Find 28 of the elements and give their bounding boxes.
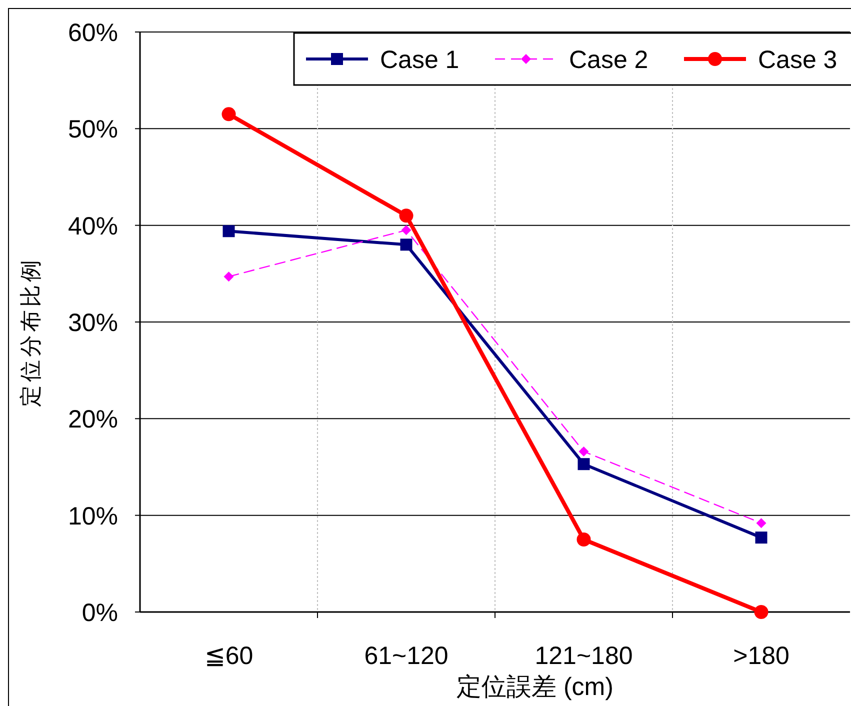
y-axis-title: 定位分布比例: [18, 257, 43, 407]
x-tick-label: ≦60: [204, 642, 254, 670]
legend-label: Case 2: [569, 46, 648, 74]
point: [401, 225, 412, 236]
y-tick-label: 0%: [82, 599, 118, 627]
point: [578, 446, 589, 457]
point: [222, 107, 236, 122]
x-tick-label: 121~180: [534, 642, 633, 670]
point: [224, 272, 234, 282]
point: [400, 238, 412, 251]
point: [576, 532, 591, 546]
point: [756, 518, 766, 528]
point: [399, 208, 414, 223]
y-tick-label: 20%: [68, 406, 118, 434]
point: [578, 458, 590, 470]
point: [754, 605, 768, 619]
legend-label: Case 1: [380, 46, 460, 74]
y-tick-label: 30%: [68, 309, 118, 337]
y-tick-label: 40%: [68, 212, 118, 240]
point: [755, 532, 768, 544]
y-tick-label: 60%: [68, 19, 118, 47]
y-tick-label: 50%: [68, 116, 118, 144]
x-tick-label: 61~120: [364, 642, 448, 670]
point: [222, 225, 235, 238]
x-tick-label: >180: [733, 642, 790, 670]
y-tick-label: 10%: [68, 502, 118, 530]
x-axis-title: 定位誤差 (cm): [456, 673, 614, 701]
legend-label: Case 3: [758, 46, 838, 74]
